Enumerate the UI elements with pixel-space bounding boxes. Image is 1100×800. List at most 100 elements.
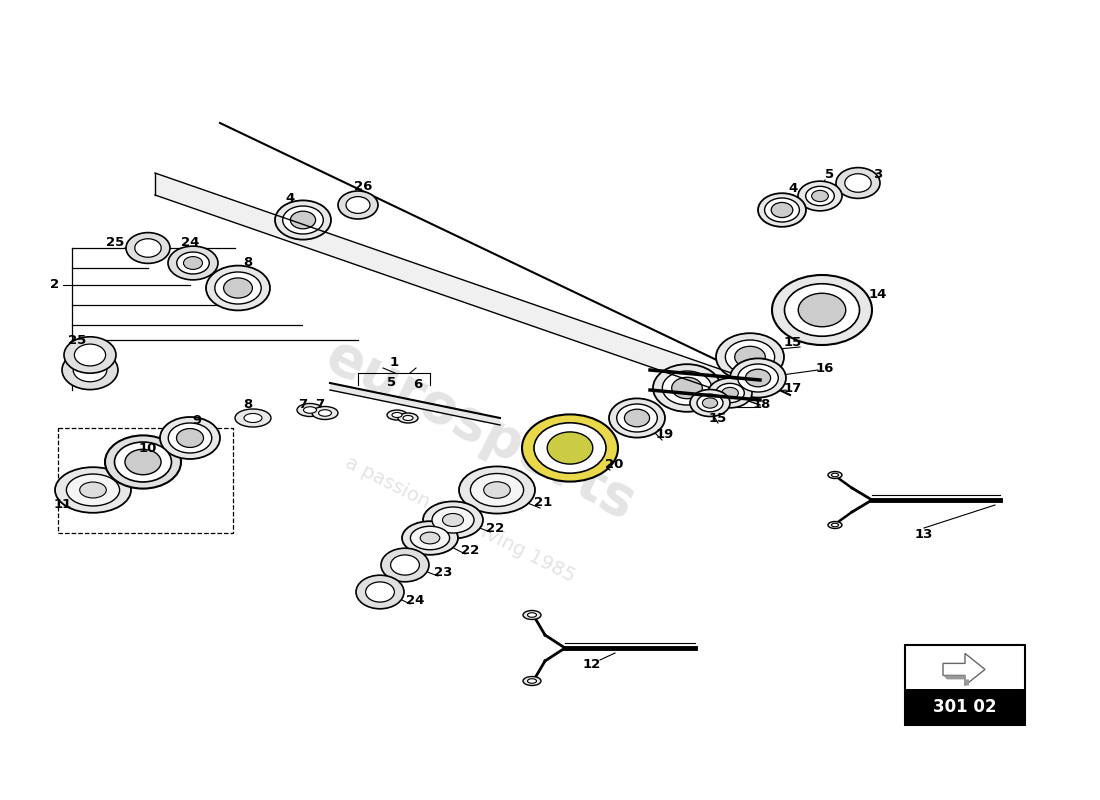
Text: 24: 24	[180, 235, 199, 249]
Ellipse shape	[290, 211, 316, 229]
Ellipse shape	[730, 358, 786, 398]
Ellipse shape	[836, 168, 880, 198]
Ellipse shape	[125, 450, 161, 474]
Ellipse shape	[79, 482, 107, 498]
Text: a passion for driving 1985: a passion for driving 1985	[342, 454, 579, 586]
Bar	[905, 645, 1025, 725]
Ellipse shape	[104, 435, 182, 489]
Text: 15: 15	[784, 335, 802, 349]
Ellipse shape	[442, 514, 463, 526]
Ellipse shape	[662, 371, 712, 405]
Ellipse shape	[784, 284, 859, 336]
Text: 22: 22	[461, 543, 480, 557]
Ellipse shape	[398, 413, 418, 423]
Ellipse shape	[346, 197, 370, 214]
Ellipse shape	[297, 403, 323, 417]
Text: 16: 16	[816, 362, 834, 374]
Ellipse shape	[617, 404, 658, 432]
Ellipse shape	[244, 414, 262, 422]
Ellipse shape	[828, 471, 842, 478]
Text: 20: 20	[605, 458, 624, 471]
Ellipse shape	[459, 466, 535, 514]
Ellipse shape	[168, 423, 211, 453]
Ellipse shape	[764, 198, 800, 222]
Polygon shape	[943, 675, 969, 686]
Ellipse shape	[420, 532, 440, 544]
Ellipse shape	[799, 294, 846, 326]
Ellipse shape	[75, 344, 106, 366]
Text: 7: 7	[316, 398, 324, 410]
Ellipse shape	[176, 429, 204, 447]
Ellipse shape	[304, 406, 317, 414]
Ellipse shape	[725, 340, 774, 374]
Text: 13: 13	[915, 529, 933, 542]
Text: 9: 9	[192, 414, 201, 426]
Ellipse shape	[735, 346, 766, 368]
Ellipse shape	[832, 523, 838, 526]
Ellipse shape	[703, 398, 717, 408]
Text: 4: 4	[789, 182, 797, 194]
Ellipse shape	[738, 364, 779, 392]
Ellipse shape	[365, 582, 395, 602]
Ellipse shape	[798, 181, 842, 211]
Text: 19: 19	[656, 429, 674, 442]
Ellipse shape	[471, 474, 524, 506]
Ellipse shape	[432, 507, 474, 533]
Text: 6: 6	[414, 378, 422, 391]
Ellipse shape	[126, 233, 170, 263]
Ellipse shape	[424, 502, 483, 538]
Text: 11: 11	[54, 498, 73, 511]
Ellipse shape	[64, 337, 116, 373]
Text: 8: 8	[243, 255, 253, 269]
Ellipse shape	[722, 387, 738, 398]
Polygon shape	[155, 173, 760, 405]
Text: 22: 22	[486, 522, 504, 534]
Ellipse shape	[708, 378, 752, 408]
Ellipse shape	[381, 548, 429, 582]
Ellipse shape	[716, 383, 745, 402]
Ellipse shape	[319, 410, 331, 416]
Ellipse shape	[716, 333, 784, 381]
Ellipse shape	[114, 442, 172, 482]
Text: 5: 5	[825, 169, 835, 182]
Text: 8: 8	[243, 398, 253, 411]
Ellipse shape	[528, 613, 537, 618]
Text: 14: 14	[869, 289, 888, 302]
Ellipse shape	[403, 415, 412, 421]
Ellipse shape	[410, 526, 450, 550]
Text: 3: 3	[873, 169, 882, 182]
Text: 17: 17	[784, 382, 802, 394]
Ellipse shape	[206, 266, 270, 310]
Ellipse shape	[832, 474, 838, 477]
Ellipse shape	[184, 257, 202, 270]
Ellipse shape	[771, 202, 793, 218]
Text: 21: 21	[534, 497, 552, 510]
Text: 12: 12	[583, 658, 601, 671]
Ellipse shape	[805, 186, 834, 206]
Ellipse shape	[62, 350, 118, 390]
Ellipse shape	[55, 467, 131, 513]
Ellipse shape	[283, 206, 323, 234]
Ellipse shape	[135, 238, 162, 258]
Ellipse shape	[522, 610, 541, 619]
Ellipse shape	[697, 394, 723, 412]
Text: 7: 7	[298, 398, 308, 410]
Text: eurosports: eurosports	[316, 329, 644, 531]
Ellipse shape	[528, 678, 537, 683]
Ellipse shape	[223, 278, 252, 298]
Ellipse shape	[812, 190, 828, 202]
Ellipse shape	[484, 482, 510, 498]
Text: 18: 18	[752, 398, 771, 411]
Text: 5: 5	[387, 375, 397, 389]
Polygon shape	[943, 654, 984, 686]
Ellipse shape	[214, 272, 261, 304]
Ellipse shape	[66, 474, 120, 506]
Ellipse shape	[390, 555, 419, 575]
Bar	[905, 689, 1025, 725]
Ellipse shape	[758, 194, 806, 227]
Ellipse shape	[828, 522, 842, 529]
Ellipse shape	[168, 246, 218, 280]
Ellipse shape	[177, 252, 209, 274]
Ellipse shape	[672, 378, 702, 398]
Text: 2: 2	[51, 278, 59, 291]
